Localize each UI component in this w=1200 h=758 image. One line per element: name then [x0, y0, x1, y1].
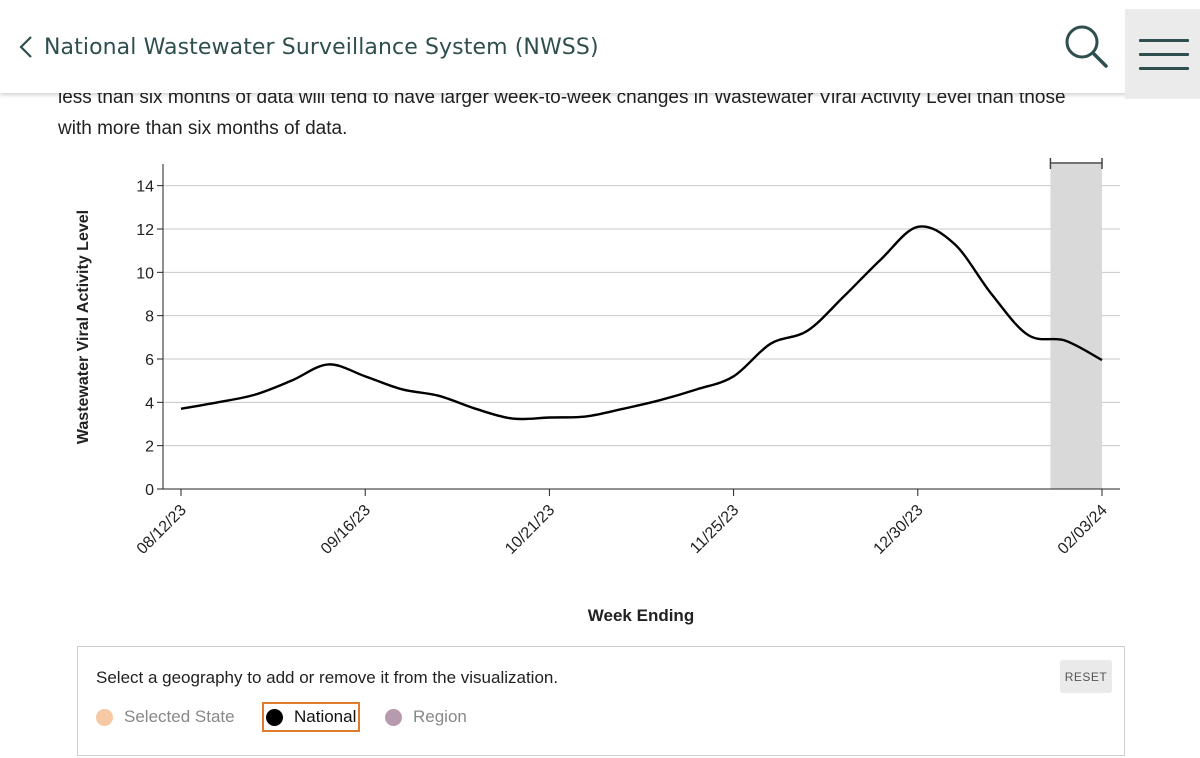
- legend-dot: [266, 708, 283, 726]
- y-tick-label: 10: [136, 265, 154, 282]
- viral-activity-chart: 0 2 4 6 8 10 12 14 08/12/23 09/16/23 10/21/23 11/25…: [75, 158, 1120, 625]
- hamburger-icon-bar: [1139, 67, 1189, 70]
- y-tick-label: 0: [145, 482, 154, 499]
- x-tick-label: 02/03/24: [1055, 502, 1111, 558]
- x-tick-label: 09/16/23: [318, 502, 374, 558]
- reset-button[interactable]: RESET: [1060, 660, 1112, 693]
- legend-item-label: Selected State: [124, 707, 235, 726]
- series-line-national: [180, 225, 1103, 421]
- axes: 0 2 4 6 8 10 12 14 08/12/23 09/16/23 10/21/23 11/25…: [134, 164, 1120, 558]
- hamburger-icon-bar: [1139, 53, 1189, 56]
- hamburger-icon: [1139, 39, 1189, 42]
- legend-item-selected-state[interactable]: Selected State: [96, 702, 235, 732]
- search-button[interactable]: [1060, 20, 1112, 72]
- legend-dot: [385, 708, 402, 726]
- y-tick-label: 14: [136, 179, 154, 196]
- y-tick-label: 8: [145, 309, 154, 326]
- grid-lines: [163, 185, 1120, 447]
- menu-button[interactable]: [1125, 9, 1200, 99]
- x-tick-label: 08/12/23: [134, 502, 190, 558]
- legend-item-label: Region: [413, 707, 467, 726]
- y-axis-label: Wastewater Viral Activity Level: [75, 210, 92, 444]
- chevron-left-icon: [19, 36, 32, 58]
- y-tick-label: 4: [145, 395, 154, 412]
- x-tick-label: 12/30/23: [871, 502, 927, 558]
- legend-item-national[interactable]: National: [262, 702, 360, 732]
- legend-item-label: National: [294, 707, 357, 726]
- y-tick-label: 12: [136, 222, 154, 239]
- series-layer: [180, 225, 1103, 421]
- site-title: National Wastewater Surveillance System …: [44, 34, 599, 60]
- x-tick-label: 11/25/23: [687, 502, 742, 557]
- geography-legend-panel: Select a geography to add or remove it f…: [77, 646, 1125, 756]
- legend-item-region[interactable]: Region: [385, 702, 467, 732]
- y-tick-label: 6: [145, 352, 154, 369]
- legend-dot: [96, 708, 113, 726]
- x-axis-label: Week Ending: [588, 606, 694, 625]
- y-tick-label: 2: [145, 439, 154, 456]
- provisional-highlight: [1049, 158, 1103, 489]
- legend-instruction: Select a geography to add or remove it f…: [96, 668, 559, 687]
- x-tick-label: 10/21/23: [502, 502, 558, 558]
- app-header: National Wastewater Surveillance System …: [0, 0, 1200, 99]
- highlight-band: [1050, 164, 1102, 489]
- paragraph-line: with more than six months of data.: [58, 118, 348, 139]
- search-icon: [1065, 25, 1108, 68]
- back-link[interactable]: National Wastewater Surveillance System …: [18, 34, 599, 60]
